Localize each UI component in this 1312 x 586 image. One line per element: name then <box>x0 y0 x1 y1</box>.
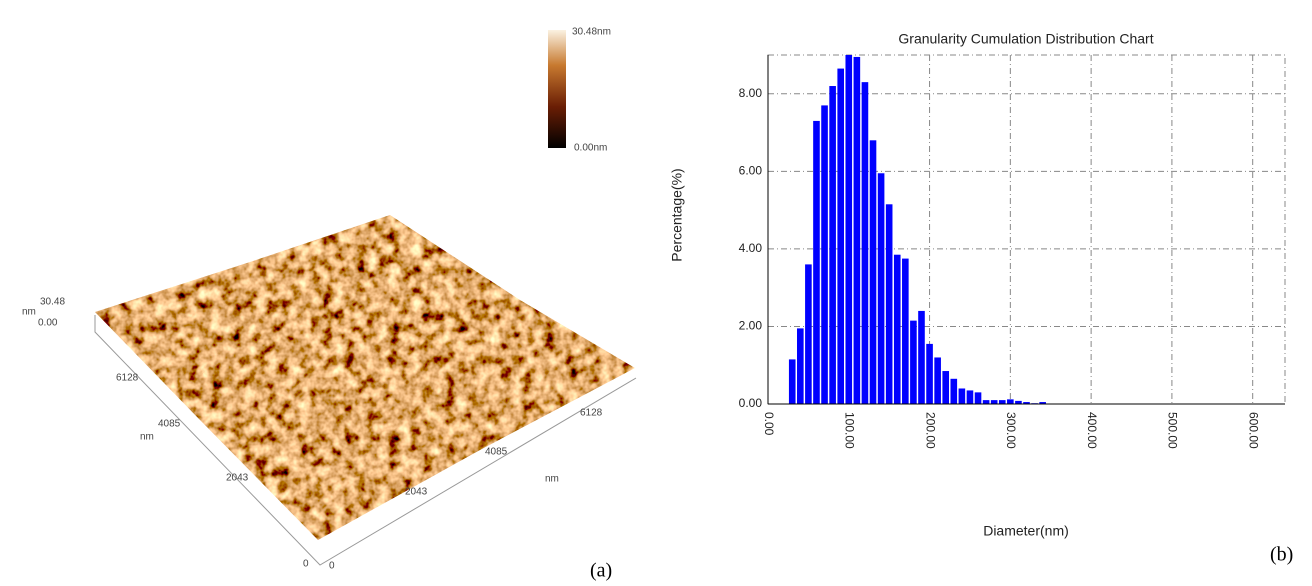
bar <box>813 120 820 404</box>
bar <box>1015 400 1022 404</box>
bar <box>998 400 1006 404</box>
x-tick: 0 <box>329 561 335 572</box>
bar <box>805 264 812 404</box>
y-tick: 4085 <box>158 419 181 430</box>
y-tick-label: 4.00 <box>739 241 763 255</box>
bar <box>885 204 893 404</box>
bar <box>934 357 941 404</box>
plot-frame <box>767 54 1286 405</box>
bar <box>1039 402 1046 404</box>
bar <box>788 359 796 404</box>
afm-panel: 30.48nm 0.00nm nm 30.48 0.00 6128 4085 n… <box>22 27 637 572</box>
bar <box>950 378 958 404</box>
bar <box>877 173 885 404</box>
x-tick-label: 0.00 <box>762 412 776 436</box>
bar <box>797 328 804 404</box>
y-tick-label: 0.00 <box>739 396 763 410</box>
y-tick: 6128 <box>116 373 139 384</box>
bar <box>1023 402 1030 404</box>
x-tick: 4085 <box>485 447 508 458</box>
bar <box>902 258 909 404</box>
bar <box>982 400 990 404</box>
y-tick: 2043 <box>226 473 249 484</box>
chart-title: Granularity Cumulation Distribution Char… <box>898 31 1153 47</box>
bar <box>958 388 966 404</box>
panel-label: (a) <box>590 560 612 582</box>
bar <box>1007 399 1014 404</box>
bar <box>845 55 853 404</box>
x-tick-label: 500.00 <box>1166 412 1180 449</box>
bar <box>926 343 933 404</box>
z-axis-label: nm <box>22 307 36 318</box>
bar <box>918 310 925 404</box>
z-bottom: 0.00 <box>38 318 58 329</box>
bar <box>974 392 982 404</box>
bar <box>893 254 901 404</box>
x-tick: 2043 <box>405 487 428 498</box>
x-tick-label: 600.00 <box>1247 412 1261 449</box>
bar <box>966 390 974 404</box>
bar <box>942 371 950 404</box>
axis-frame <box>94 315 637 566</box>
x-tick-label: 200.00 <box>923 412 937 449</box>
y-axis-label: nm <box>140 432 154 443</box>
colorbar-max: 30.48nm <box>572 27 611 38</box>
bar <box>829 86 836 405</box>
x-tick: 6128 <box>580 408 603 419</box>
x-axis-label: nm <box>545 474 559 485</box>
bar <box>837 68 845 405</box>
x-axis-title: Diameter(nm) <box>983 523 1069 539</box>
y-axis-title: Percentage(%) <box>669 168 685 261</box>
y-tick-label: 8.00 <box>739 86 763 100</box>
bar <box>853 56 861 404</box>
bar <box>910 320 917 404</box>
bar <box>990 400 998 404</box>
bar <box>861 82 869 405</box>
colorbar <box>548 30 566 148</box>
x-tick-label: 100.00 <box>843 412 857 449</box>
bar <box>869 140 877 405</box>
y-tick-label: 2.00 <box>739 319 763 333</box>
x-tick-label: 400.00 <box>1085 412 1099 449</box>
surface <box>95 215 635 540</box>
bar <box>821 105 828 405</box>
x-tick-label: 300.00 <box>1004 412 1018 449</box>
colorbar-min: 0.00nm <box>574 143 607 154</box>
panel-label: (b) <box>1270 544 1293 566</box>
z-top: 30.48 <box>40 297 65 308</box>
y-tick: 0 <box>303 559 309 570</box>
y-tick-label: 6.00 <box>739 164 763 178</box>
